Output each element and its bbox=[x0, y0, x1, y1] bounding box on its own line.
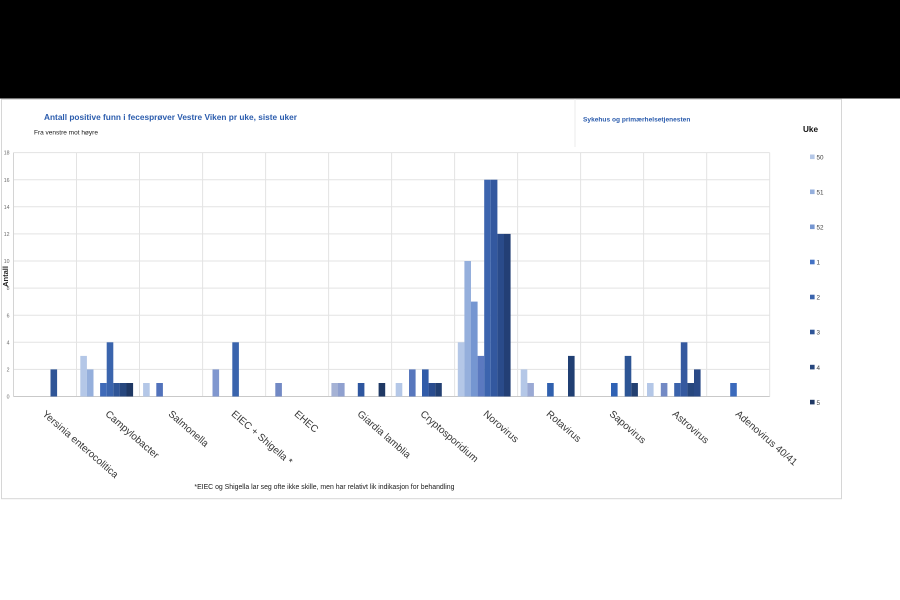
svg-text:52: 52 bbox=[817, 225, 825, 232]
svg-text:0: 0 bbox=[7, 395, 10, 401]
svg-text:2: 2 bbox=[817, 295, 821, 302]
svg-text:14: 14 bbox=[4, 205, 10, 211]
svg-text:51: 51 bbox=[817, 190, 825, 197]
svg-text:1: 1 bbox=[817, 260, 821, 267]
svg-text:4: 4 bbox=[7, 340, 10, 346]
svg-text:*EIEC og Shigella lar seg ofte: *EIEC og Shigella lar seg ofte ikke skil… bbox=[194, 484, 454, 491]
svg-text:50: 50 bbox=[817, 155, 825, 162]
svg-text:Antall: Antall bbox=[1, 266, 10, 287]
svg-text:Sykehus og primærhelsetjeneste: Sykehus og primærhelsetjenesten bbox=[583, 117, 690, 124]
svg-text:18: 18 bbox=[4, 151, 10, 157]
svg-text:6: 6 bbox=[7, 313, 10, 319]
svg-text:2: 2 bbox=[7, 368, 10, 374]
svg-text:5: 5 bbox=[817, 400, 821, 407]
svg-text:Uke: Uke bbox=[803, 125, 818, 134]
svg-text:4: 4 bbox=[817, 365, 821, 372]
svg-text:3: 3 bbox=[817, 330, 821, 337]
svg-text:8: 8 bbox=[7, 286, 10, 292]
svg-text:Fra venstre mot høyre: Fra venstre mot høyre bbox=[34, 130, 98, 137]
svg-text:Antall positive funn i fecespr: Antall positive funn i fecesprøver Vestr… bbox=[44, 112, 298, 122]
svg-text:12: 12 bbox=[4, 232, 10, 238]
svg-text:16: 16 bbox=[4, 178, 10, 184]
svg-text:10: 10 bbox=[4, 259, 10, 265]
